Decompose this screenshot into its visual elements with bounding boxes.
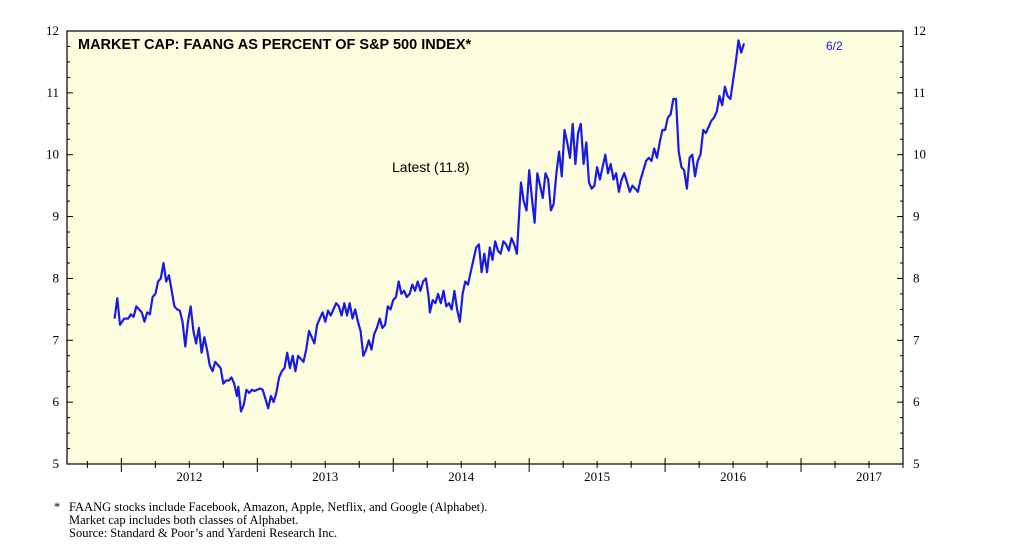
- y-tick-label-right: 5: [913, 456, 920, 471]
- y-tick-label-left: 9: [53, 209, 60, 224]
- x-tick-label: 2016: [720, 469, 747, 484]
- y-tick-label-left: 10: [46, 147, 59, 162]
- y-tick-label-left: 11: [46, 85, 59, 100]
- x-axis: 2012 2013 2014 2015 2016 2017: [86, 458, 904, 484]
- y-tick-label-right: 12: [913, 23, 926, 38]
- left-y-axis: 5 6 7 8 9 10 11 12: [46, 23, 73, 471]
- y-tick-label-left: 12: [46, 23, 59, 38]
- chart-title: MARKET CAP: FAANG AS PERCENT OF S&P 500 …: [78, 37, 472, 53]
- y-tick-label-left: 7: [53, 332, 60, 347]
- footnote-line-1: FAANG stocks include Facebook, Amazon, A…: [69, 500, 488, 514]
- footnote-marker: *: [54, 500, 61, 514]
- y-tick-label-right: 8: [913, 270, 920, 285]
- y-tick-label-right: 11: [913, 85, 926, 100]
- y-tick-label-left: 8: [53, 270, 60, 285]
- x-tick-label: 2013: [312, 469, 338, 484]
- y-tick-label-right: 9: [913, 209, 920, 224]
- end-date-label: 6/2: [826, 39, 843, 53]
- y-tick-label-left: 6: [53, 394, 60, 409]
- footnote: * FAANG stocks include Facebook, Amazon, …: [54, 501, 487, 540]
- y-tick-label-right: 7: [913, 332, 920, 347]
- x-tick-label: 2015: [584, 469, 610, 484]
- y-tick-label-right: 6: [913, 394, 920, 409]
- footnote-line-2: Market cap includes both classes of Alph…: [69, 513, 299, 527]
- footnote-line-3: Source: Standard & Poor’s and Yardeni Re…: [69, 526, 338, 540]
- x-tick-label: 2014: [448, 469, 475, 484]
- right-y-axis: 5 6 7 8 9 10 11 12: [897, 23, 926, 471]
- plot-area: [66, 30, 904, 465]
- x-tick-label: 2012: [176, 469, 202, 484]
- x-tick-label: 2017: [856, 469, 883, 484]
- series-line: [113, 39, 746, 413]
- latest-annotation: Latest (11.8): [392, 159, 470, 175]
- y-tick-label-left: 5: [53, 456, 60, 471]
- y-tick-label-right: 10: [913, 147, 926, 162]
